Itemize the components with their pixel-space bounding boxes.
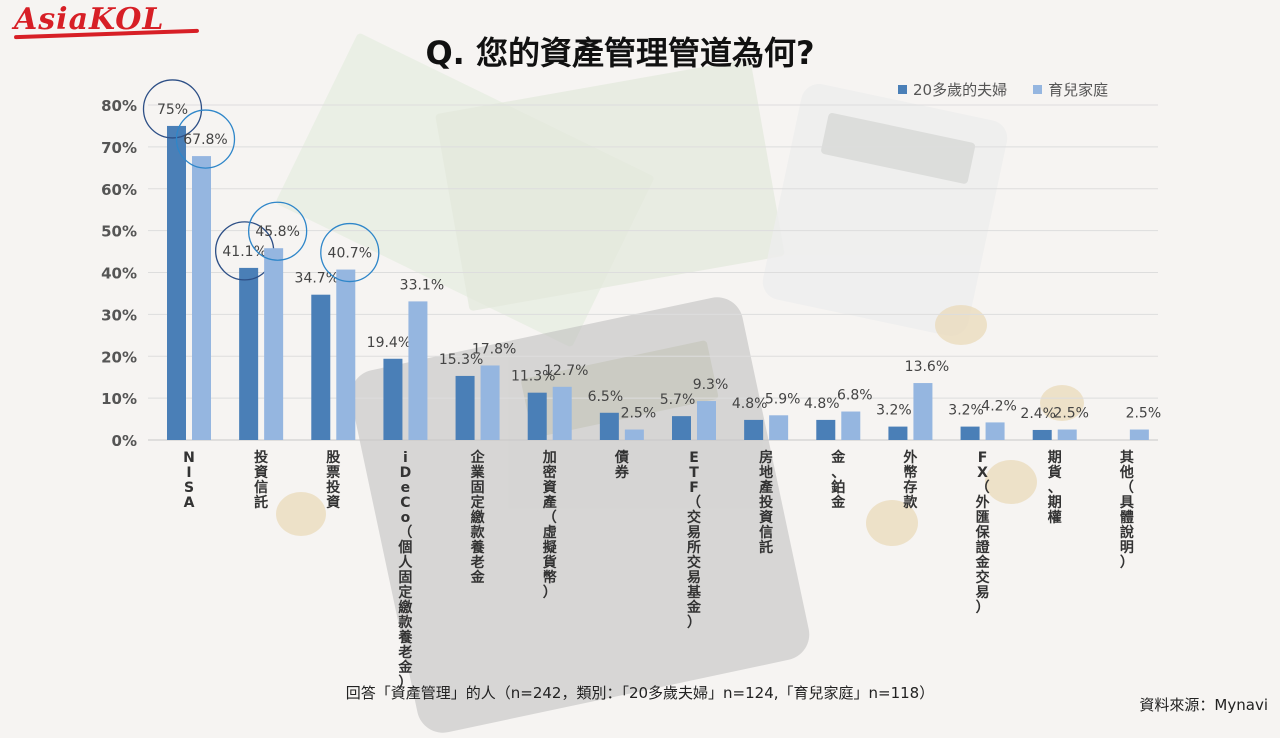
legend-swatch [898, 85, 907, 94]
data-label: 2.5% [621, 406, 657, 422]
bar-series2 [624, 429, 644, 440]
bar-series1 [816, 419, 836, 440]
bar-series2 [913, 383, 933, 440]
y-tick-label: 10% [101, 390, 137, 408]
data-label: 41.1% [222, 244, 266, 260]
data-label: 13.6% [905, 359, 949, 375]
data-label: 3.2% [948, 403, 984, 419]
highlight-circle [320, 222, 380, 283]
bar-series1 [599, 412, 619, 440]
highlight-circle [247, 201, 308, 261]
data-label: 34.7% [295, 271, 339, 287]
bar-series2 [552, 386, 572, 440]
data-label: 15.3% [439, 352, 483, 368]
category-label: 其他（具體說明） [1119, 450, 1134, 571]
bar-series2 [1057, 429, 1077, 440]
legend-item-series2: 育兒家庭 [1033, 79, 1108, 100]
data-label: 40.7% [328, 246, 372, 262]
data-label: 75% [157, 102, 188, 118]
category-label: 債券 [614, 449, 630, 481]
legend-swatch [1033, 85, 1043, 94]
legend-label: 20多歲的夫婦 [913, 81, 1008, 99]
data-label: 12.7% [544, 363, 588, 379]
coin-image [935, 305, 987, 345]
y-tick-label: 80% [101, 97, 137, 115]
highlight-circle [175, 109, 236, 169]
bar-series2 [480, 365, 500, 440]
source-credit: 資料來源：Mynavi [1139, 696, 1268, 714]
footnote: 回答「資產管理」的人（n=242，類別：「20多歲夫婦」n=124,「育兒家庭」… [345, 684, 935, 702]
category-label: 加密資產（虛擬貨幣） [542, 450, 558, 601]
y-tick-label: 70% [101, 139, 137, 157]
category-label: 股票投資 [326, 450, 341, 511]
bar-series2 [697, 401, 716, 440]
data-label: 2.5% [1053, 406, 1089, 422]
bar-series1 [383, 358, 403, 440]
data-label: 4.8% [804, 396, 840, 412]
bar-series2 [1129, 429, 1149, 440]
page-title: Q. 您的資產管理管道為何? [425, 34, 815, 72]
category-label: 投資信託 [254, 450, 268, 511]
bar-series1 [311, 294, 331, 440]
coin-image [866, 500, 918, 546]
data-label: 5.7% [660, 392, 696, 408]
data-label: 6.8% [837, 388, 873, 404]
category-label: E T F （交易所交易基金） [686, 450, 702, 631]
category-label: F X （外匯保證金交易） [975, 450, 991, 616]
y-tick-label: 50% [101, 223, 137, 241]
bar-series1 [527, 392, 547, 440]
data-label: 19.4% [367, 335, 411, 351]
data-label: 3.2% [876, 403, 912, 419]
category-label: 企業固定繳款養老金 [470, 449, 486, 586]
bar-chart: 0% 10% 20% 30% 40% 50% 60% 70% 80% 75% 67.8% N I S A 41… [101, 79, 1162, 691]
bar-series2 [408, 301, 428, 440]
y-tick-label: 20% [101, 348, 137, 366]
bar-series1 [239, 267, 259, 440]
coin-image [276, 492, 326, 536]
bar-series1 [672, 416, 691, 440]
bar-series2 [769, 415, 789, 440]
bar-series2 [264, 248, 284, 440]
bar-series1 [167, 125, 186, 440]
background-decoration [275, 32, 1084, 738]
legend-label: 育兒家庭 [1048, 81, 1109, 99]
category-label: 房地產投資信託 [758, 449, 773, 556]
data-label: 67.8% [183, 132, 227, 148]
bar-series2 [841, 411, 861, 440]
y-tick-label: 30% [101, 306, 137, 324]
highlight-circle [142, 79, 203, 139]
bar-series2 [192, 156, 211, 440]
bar-series1 [455, 375, 475, 440]
data-label: 45.8% [255, 224, 299, 240]
data-label: 5.9% [765, 391, 801, 407]
category-label: 外幣存款 [903, 449, 918, 511]
data-label: 4.2% [981, 398, 1017, 414]
bar-series2 [985, 422, 1005, 440]
bar-series1 [960, 426, 980, 440]
data-label: 11.3% [511, 369, 555, 385]
bar-series1 [888, 426, 908, 440]
coin-image [1040, 385, 1084, 421]
category-label: 期貨、期權 [1047, 450, 1062, 526]
coin-image [985, 460, 1037, 504]
y-tick-label: 60% [101, 181, 137, 199]
data-label: 2.5% [1126, 406, 1162, 422]
data-label: 2.4% [1020, 406, 1056, 422]
bar-series1 [1032, 429, 1052, 440]
bar-series1 [744, 419, 764, 440]
y-tick-label: 0% [112, 432, 137, 450]
data-label: 9.3% [693, 377, 729, 393]
data-label: 4.8% [732, 396, 768, 412]
data-label: 33.1% [400, 277, 444, 293]
data-label: 17.8% [472, 341, 516, 357]
y-tick-label: 40% [101, 265, 137, 283]
category-label: 金、鉑金 [830, 449, 846, 511]
bar-series2 [336, 269, 356, 440]
asiakol-logo: AsiaKOL [13, 2, 200, 40]
chart-legend: 20多歲的夫婦 育兒家庭 [898, 79, 1108, 100]
legend-item-series1: 20多歲的夫婦 [898, 79, 1007, 100]
data-label: 6.5% [588, 389, 624, 405]
